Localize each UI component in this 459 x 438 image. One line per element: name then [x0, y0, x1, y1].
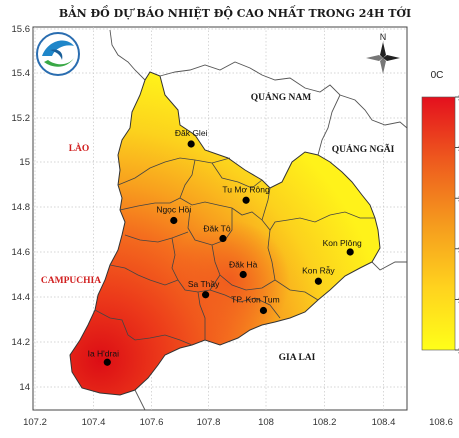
place-dot — [170, 216, 178, 225]
y-tick-labels: 15.6 15.4 15.2 15 14.8 14.6 14.4 14.2 14 — [12, 24, 31, 393]
x-tick-label: 108 — [258, 417, 274, 428]
y-tick-label: 15.4 — [12, 68, 31, 79]
y-tick-label: 15 — [19, 157, 30, 168]
x-tick-label: 107.2 — [23, 417, 47, 428]
colorbar-unit: 0C — [431, 70, 444, 81]
place-label: Kon Plông — [323, 238, 362, 248]
y-tick-label: 14.2 — [12, 337, 31, 348]
region-label-quang-nam: QUẢNG NAM — [251, 91, 311, 103]
region-label-lao: LÀO — [69, 142, 90, 154]
x-tick-label: 107.6 — [140, 417, 164, 428]
region-label-gia-lai: GIA LAI — [279, 353, 316, 363]
north-arrow-icon: N — [366, 32, 400, 74]
svg-text:N: N — [380, 32, 387, 42]
place-dot — [259, 306, 268, 315]
region-label-quang-ngai: QUẢNG NGÃI — [332, 143, 395, 155]
place-label: Ia H'drai — [88, 348, 119, 358]
place-label: Đăk Tô — [203, 224, 231, 234]
y-tick-label: 15.2 — [12, 113, 31, 124]
y-tick-label: 14 — [19, 382, 30, 393]
y-tick-label: 14.8 — [12, 202, 31, 213]
map-title: BẢN ĐỒ DỰ BÁO NHIỆT ĐỘ CAO NHẤT TRONG 24… — [59, 5, 411, 20]
place-dot — [346, 248, 354, 256]
place-label: Đăk Glei — [175, 128, 208, 138]
colorbar: 0C 373635343332 — [421, 70, 459, 357]
place-dot — [242, 196, 250, 204]
place-label: TP. Kon Tum — [231, 295, 280, 305]
agency-logo — [36, 32, 80, 76]
y-tick-label: 14.6 — [12, 247, 31, 258]
neighbour-boundaries — [109, 29, 408, 411]
x-tick-label: 108.4 — [372, 417, 396, 428]
y-tick-label: 15.6 — [12, 24, 31, 35]
place-label: Ngọc Hồi — [156, 205, 191, 215]
place-label: Tu Mơ Rông — [222, 184, 270, 194]
x-tick-label: 108.6 — [429, 417, 453, 428]
place-markers: Đăk Glei Tu Mơ Rông Ngọc Hồi Đăk Tô Kon Plôn… — [88, 128, 362, 366]
x-tick-label: 107.4 — [82, 417, 106, 428]
region-label-campuchia: CAMPUCHIA — [41, 276, 101, 286]
place-dot — [103, 358, 111, 366]
place-dot — [202, 291, 210, 299]
place-label: Kon Rẫy — [302, 265, 335, 275]
x-tick-label: 107.8 — [197, 417, 221, 428]
y-tick-label: 14.4 — [12, 292, 31, 303]
district-boundaries — [94, 157, 375, 346]
place-label: Đăk Hà — [229, 260, 258, 270]
colorbar-ticks — [455, 96, 459, 351]
place-label: Sa Thầy — [188, 279, 220, 289]
x-tick-label: 108.2 — [313, 417, 337, 428]
place-dot — [187, 140, 195, 148]
place-dot — [239, 270, 247, 279]
x-tick-labels: 107.2 107.4 107.6 107.8 108 108.2 108.4 … — [23, 417, 453, 428]
place-dot — [314, 277, 322, 285]
place-dot — [219, 234, 227, 243]
region-labels: QUẢNG NAM QUẢNG NGÃI LÀO CAMPUCHIA GIA L… — [41, 91, 395, 363]
